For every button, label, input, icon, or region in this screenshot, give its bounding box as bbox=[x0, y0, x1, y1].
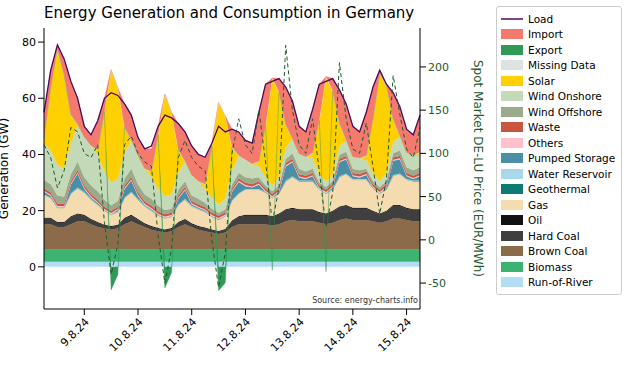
html-text:Hard Coal: Hard Coal bbox=[528, 229, 580, 242]
html-text:Wind Onshore: Wind Onshore bbox=[528, 90, 602, 103]
html-text:Source: energy-charts.info: Source: energy-charts.info bbox=[312, 296, 418, 305]
html-text:Import: Import bbox=[528, 28, 563, 41]
html-text:Water Reservoir: Water Reservoir bbox=[528, 167, 612, 180]
svg-text:-50: -50 bbox=[428, 277, 446, 290]
html-text:Wind Offshore: Wind Offshore bbox=[528, 105, 603, 118]
svg-text:50: 50 bbox=[428, 191, 442, 204]
svg-text:80: 80 bbox=[22, 36, 36, 49]
svg-text:10.8.24: 10.8.24 bbox=[107, 315, 146, 354]
svg-text:13.8.24: 13.8.24 bbox=[268, 315, 307, 354]
svg-text:20: 20 bbox=[22, 205, 36, 218]
html-text:Pumped Storage: Pumped Storage bbox=[528, 152, 616, 165]
html-text:Oil: Oil bbox=[528, 214, 543, 227]
html-text:Energy Generation and Consumpt: Energy Generation and Consumption in Ger… bbox=[44, 4, 415, 22]
html-text:Biomass: Biomass bbox=[528, 260, 573, 273]
html-text:Run-of-River: Run-of-River bbox=[528, 276, 593, 289]
svg-text:40: 40 bbox=[22, 148, 36, 161]
svg-text:15.8.24: 15.8.24 bbox=[375, 315, 414, 354]
html-text:Brown Coal: Brown Coal bbox=[528, 245, 588, 258]
html-text:Export: Export bbox=[528, 43, 563, 56]
html-text:Missing Data: Missing Data bbox=[528, 59, 596, 72]
svg-text:200: 200 bbox=[428, 61, 449, 74]
svg-text:0: 0 bbox=[428, 234, 435, 247]
svg-text:100: 100 bbox=[428, 147, 449, 160]
svg-text:60: 60 bbox=[22, 92, 36, 105]
svg-text:11.8.24: 11.8.24 bbox=[160, 315, 199, 354]
svg-text:150: 150 bbox=[428, 104, 449, 117]
html-text:Gas: Gas bbox=[528, 198, 548, 211]
svg-text:9.8.24: 9.8.24 bbox=[58, 315, 92, 349]
html-text:Solar: Solar bbox=[528, 74, 555, 87]
svg-text:0: 0 bbox=[29, 261, 36, 274]
svg-text:12.8.24: 12.8.24 bbox=[214, 315, 253, 354]
svg-text:14.8.24: 14.8.24 bbox=[322, 315, 361, 354]
html-text:Load: Load bbox=[528, 12, 554, 25]
html-text:Waste: Waste bbox=[528, 121, 561, 134]
svg-text:Generation (GW): Generation (GW) bbox=[8, 118, 11, 219]
html-text:Geothermal: Geothermal bbox=[528, 183, 590, 196]
html-text:Others: Others bbox=[528, 136, 564, 149]
svg-text:Spot Market DE-LU Price (EUR/M: Spot Market DE-LU Price (EUR/MWh) bbox=[471, 60, 485, 277]
